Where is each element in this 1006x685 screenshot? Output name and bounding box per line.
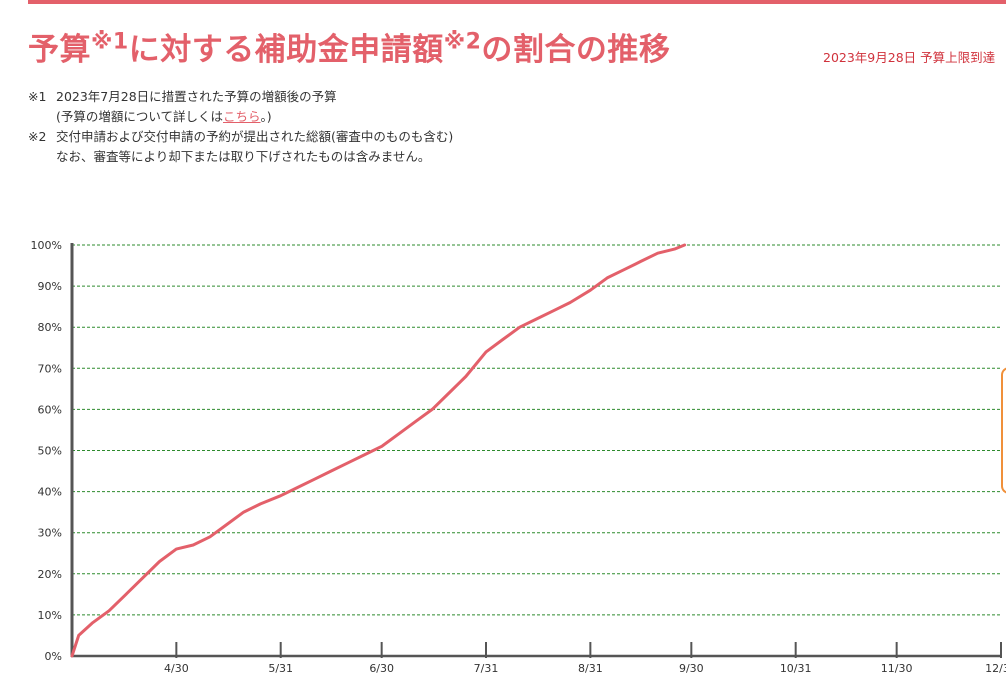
footnote-1-sub-before: (予算の増額について詳しくは: [56, 109, 224, 124]
x-tick-label: 12/31: [985, 662, 1006, 675]
footnote-1-sub: (予算の増額について詳しくはこちら。): [28, 107, 453, 127]
footnote-1-text: 2023年7月28日に措置された予算の増額後の予算: [56, 89, 337, 104]
x-tick-label: 4/30: [164, 662, 189, 675]
y-tick-label: 100%: [31, 239, 62, 252]
y-tick-label: 10%: [38, 609, 62, 622]
footnote-2-text: 交付申請および交付申請の予約が提出された総額(審査中のものも含む): [56, 129, 454, 144]
top-accent-bar: [28, 0, 1006, 4]
y-tick-label: 0%: [45, 650, 62, 663]
footnotes: ※1 2023年7月28日に措置された予算の増額後の予算 (予算の増額について詳し…: [28, 87, 453, 167]
title-part-budget: 予算: [28, 32, 91, 68]
chart-gridlines: [72, 244, 1001, 616]
x-tick-label: 6/30: [369, 662, 394, 675]
y-tick-label: 40%: [38, 486, 62, 499]
footnote-1-sub-after: 。): [260, 109, 272, 124]
title-part-trend: の割合の推移: [481, 32, 671, 68]
y-tick-label: 30%: [38, 527, 62, 540]
x-tick-label: 7/31: [474, 662, 499, 675]
x-tick-label: 11/30: [881, 662, 913, 675]
ratio-line-chart: 0% 10% 20% 30% 40% 50% 60% 70% 80% 90% 100% 4/30 5/…: [31, 239, 1006, 675]
footnote-2-mark: ※2: [28, 129, 47, 144]
y-tick-label: 20%: [38, 568, 62, 581]
y-tick-label: 60%: [38, 403, 62, 416]
footnote-2-sub: なお、審査等により却下または取り下げされたものは含みません。: [56, 149, 431, 164]
y-tick-label: 50%: [38, 445, 62, 458]
footnote-1-mark: ※1: [28, 89, 47, 104]
budget-increase-link[interactable]: こちら: [223, 109, 261, 124]
side-panel-tab[interactable]: [1001, 367, 1006, 494]
y-tick-label: 70%: [38, 362, 62, 375]
footnote-1: ※1 2023年7月28日に措置された予算の増額後の予算: [28, 87, 453, 107]
series-line: [70, 243, 687, 658]
y-tick-label: 80%: [38, 321, 62, 334]
x-tick-label: 10/31: [780, 662, 812, 675]
footnote-2: ※2 交付申請および交付申請の予約が提出された総額(審査中のものも含む): [28, 127, 453, 147]
chart-axes: [70, 243, 1001, 658]
x-tick-label: 5/31: [268, 662, 293, 675]
x-axis-ticks: 4/30 5/31 6/30 7/31 8/31 9/30 10/31 11/30 12/31: [164, 642, 1006, 675]
title-part-application: に対する補助金申請額: [128, 32, 444, 68]
budget-limit-date: 2023年9月28日 予算上限到達: [823, 50, 996, 65]
y-tick-label: 90%: [38, 280, 62, 293]
x-tick-label: 9/30: [679, 662, 704, 675]
y-axis-ticks: 0% 10% 20% 30% 40% 50% 60% 70% 80% 90% 100%: [31, 239, 62, 663]
page-title: 予算※1に対する補助金申請額※2の割合の推移: [28, 24, 670, 69]
x-tick-label: 8/31: [578, 662, 603, 675]
chart-series: [70, 243, 687, 658]
title-note-mark-1: ※1: [91, 29, 129, 55]
title-note-mark-2: ※2: [443, 29, 482, 55]
